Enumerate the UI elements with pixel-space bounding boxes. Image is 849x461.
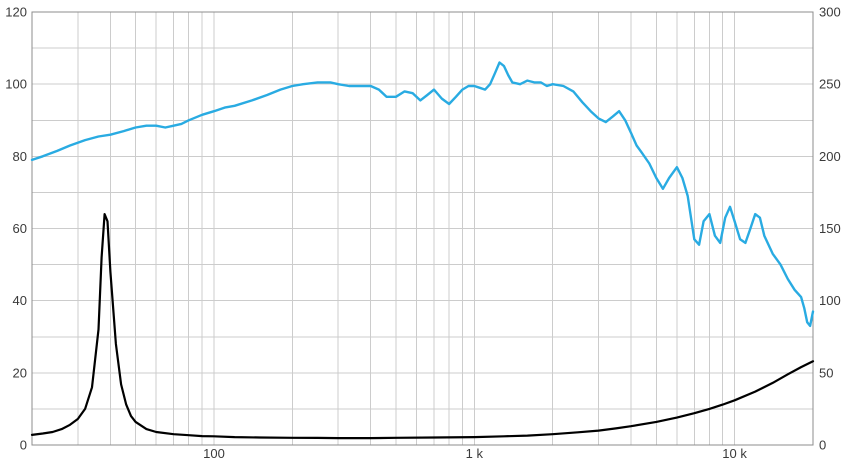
y-right-tick-label: 0 [819, 438, 826, 453]
blue-curve-left-axis [30, 61, 815, 328]
x-tick-label: 10 k [722, 446, 747, 461]
black-curve-right-axis [30, 213, 815, 440]
y-left-tick-label: 0 [20, 438, 27, 453]
y-left-tick-label: 40 [13, 293, 27, 308]
y-left-tick-label: 60 [13, 221, 27, 236]
x-tick-label: 100 [203, 446, 225, 461]
y-left-tick-label: 120 [5, 5, 27, 20]
y-left-tick-label: 100 [5, 77, 27, 92]
y-right-tick-label: 50 [819, 365, 833, 380]
y-right-tick-label: 150 [819, 221, 841, 236]
y-right-tick-label: 300 [819, 5, 841, 20]
grid-lines [31, 11, 814, 446]
y-axis-right-labels: 300 250 200 150 100 50 0 [819, 5, 841, 453]
x-tick-label: 1 k [466, 446, 484, 461]
plot-border [31, 11, 814, 446]
y-left-tick-label: 80 [13, 149, 27, 164]
y-right-tick-label: 250 [819, 77, 841, 92]
y-right-tick-label: 200 [819, 149, 841, 164]
y-left-tick-label: 20 [13, 365, 27, 380]
x-axis-labels: 100 1 k 10 k [203, 446, 747, 461]
y-axis-left-labels: 120 100 80 60 40 20 0 [5, 5, 27, 453]
y-right-tick-label: 100 [819, 293, 841, 308]
